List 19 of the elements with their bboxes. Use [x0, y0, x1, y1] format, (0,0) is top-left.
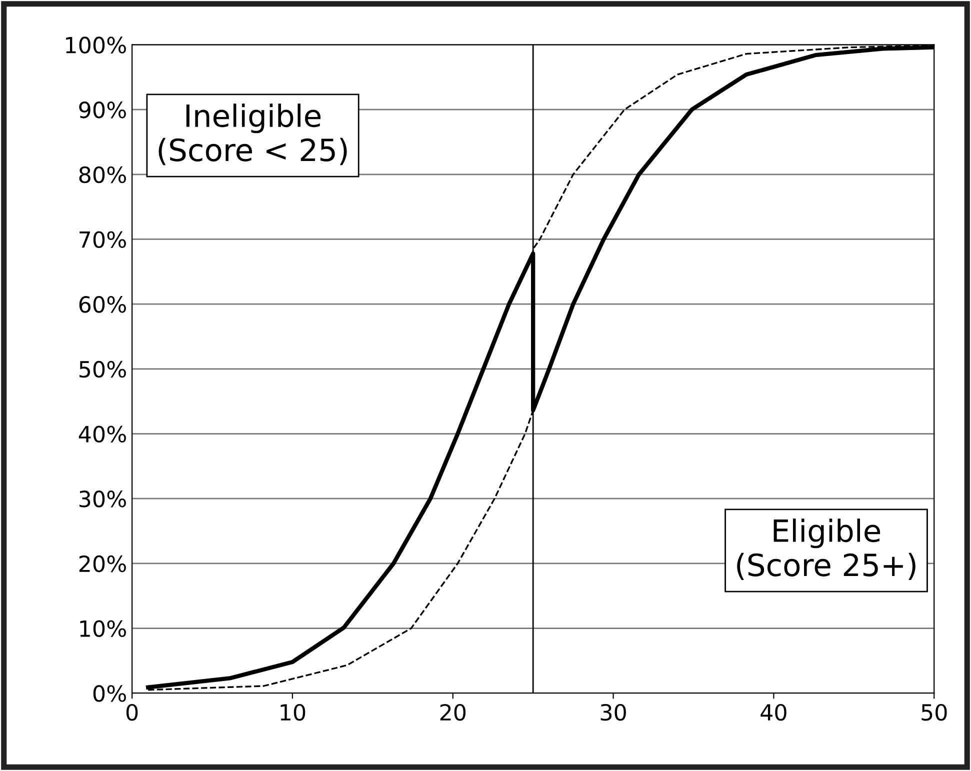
- x-tick-label: 50: [922, 704, 947, 721]
- x-tick-label: 0: [126, 704, 138, 721]
- y-tick-label: 50%: [80, 360, 126, 378]
- y-tick-label: 10%: [80, 620, 126, 638]
- y-tick-label: 40%: [78, 426, 126, 443]
- x-tick-label: 10: [280, 704, 306, 721]
- y-tick-label: 90%: [79, 102, 126, 118]
- y-tick-label: 60%: [79, 296, 126, 313]
- annotation: Ineligible (Score < 25): [158, 104, 347, 166]
- y-tick-label: 80%: [79, 166, 126, 184]
- x-tick-label: 20: [440, 704, 466, 721]
- x-tick-label: 30: [600, 704, 626, 721]
- y-tick-label: 70%: [80, 231, 126, 248]
- y-tick-label: 20%: [79, 555, 126, 572]
- x-tick-label: 40: [760, 704, 786, 721]
- y-tick-label: 30%: [79, 490, 126, 508]
- y-tick-label: 100%: [66, 36, 126, 54]
- annotation: Eligible (Score 25+): [737, 518, 916, 580]
- y-tick-label: 0%: [93, 685, 126, 702]
